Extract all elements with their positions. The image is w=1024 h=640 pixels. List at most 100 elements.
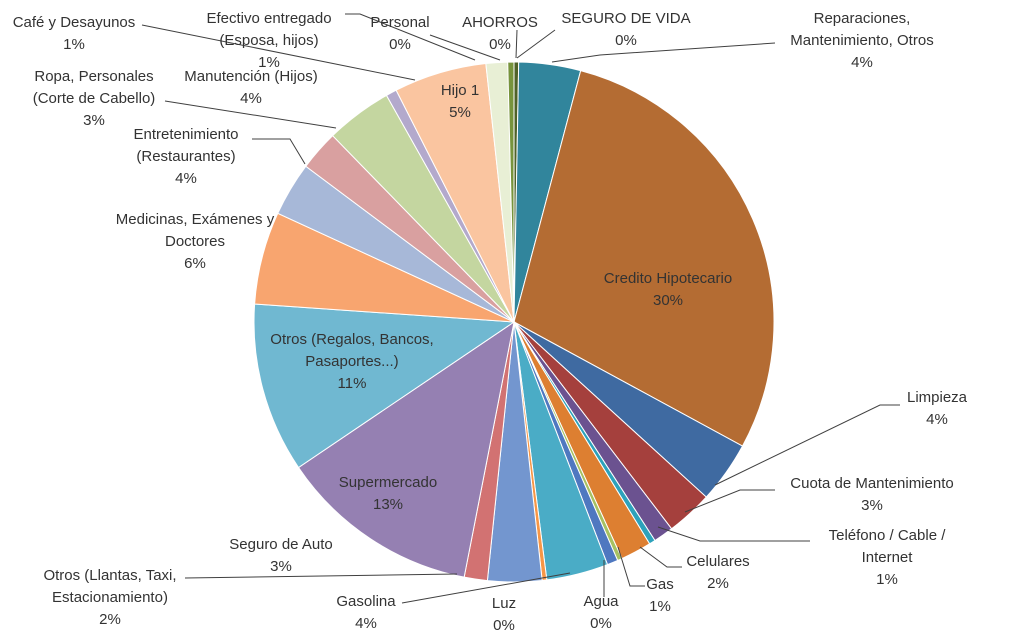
slice-label: Agua 0% (583, 593, 619, 632)
slice-label: SEGURO DE VIDA 0% (561, 10, 690, 49)
pie-slices (253, 61, 775, 583)
leader-line (639, 546, 682, 568)
slice-percent: 4% (175, 170, 197, 187)
slice-label-line: (Restaurantes) (136, 148, 235, 165)
slice-percent: 3% (861, 497, 883, 514)
slice-label-line: Efectivo entregado (206, 10, 331, 27)
slice-label-line: SEGURO DE VIDA (561, 10, 690, 27)
slice-percent: 0% (615, 32, 637, 49)
leader-line (252, 138, 306, 165)
slice-label: Gas 1% (646, 576, 674, 615)
slice-label-line: Medicinas, Exámenes y (116, 211, 275, 228)
slice-percent: 13% (373, 496, 403, 513)
slice-label-line: Manutención (Hijos) (184, 68, 317, 85)
slice-label: Reparaciones, Mantenimiento, Otros 4% (790, 10, 933, 71)
slice-percent: 0% (389, 36, 411, 53)
slice-label: AHORROS 0% (462, 14, 538, 53)
leader-line (714, 404, 900, 486)
slice-percent: 4% (240, 90, 262, 107)
slice-label: Ropa, Personales (Corte de Cabello) 3% (33, 68, 156, 129)
slice-percent: 2% (707, 575, 729, 592)
slice-percent: 1% (258, 54, 280, 71)
slice-label-line: AHORROS (462, 14, 538, 31)
leader-line (657, 526, 810, 542)
slice-percent: 1% (649, 598, 671, 615)
pie-slice (297, 320, 515, 578)
leader-lines (141, 13, 900, 604)
slice-percent: 0% (590, 615, 612, 632)
slice-label-line: Pasaportes...) (305, 353, 398, 370)
slice-percent: 1% (63, 36, 85, 53)
slice-percent: 11% (338, 375, 367, 392)
slice-label-line: Café y Desayunos (13, 14, 136, 31)
slice-label-line: Doctores (165, 233, 225, 250)
slice-label-line: Personal (370, 14, 429, 31)
slice-label: Luz 0% (492, 595, 516, 634)
slice-label: Hijo 1 5% (441, 82, 479, 121)
slice-label-line: Seguro de Auto (229, 536, 332, 553)
slice-percent: 1% (876, 571, 898, 588)
leader-line (429, 34, 501, 61)
leader-line (184, 573, 458, 579)
slice-label: Cuota de Mantenimiento 3% (790, 475, 953, 514)
slice-label-line: Agua (583, 593, 619, 610)
slice-labels: SEGURO DE VIDA 0% Reparaciones, Mantenimien… (13, 10, 968, 634)
slice-percent: 30% (653, 292, 683, 309)
slice-label: Supermercado 13% (339, 474, 437, 513)
slice-label: Café y Desayunos 1% (13, 14, 136, 53)
slice-label: Seguro de Auto 3% (229, 536, 332, 575)
slice-label-line: Teléfono / Cable / (829, 527, 947, 544)
slice-label: Limpieza 4% (907, 389, 968, 428)
slice-percent: 2% (99, 611, 121, 628)
leader-line (617, 546, 645, 587)
pie-slice (253, 303, 516, 469)
slice-percent: 3% (270, 558, 292, 575)
slice-label-line: Luz (492, 595, 516, 612)
slice-label: Credito Hipotecario 30% (604, 270, 732, 309)
slice-percent: 0% (493, 617, 515, 634)
slice-label-line: Otros (Llantas, Taxi, (43, 567, 176, 584)
slice-label-line: Limpieza (907, 389, 968, 406)
leader-line (551, 42, 776, 63)
slice-label-line: Celulares (686, 553, 749, 570)
slice-label-line: Mantenimiento, Otros (790, 32, 933, 49)
slice-percent: 3% (83, 112, 105, 129)
slice-label: Personal 0% (370, 14, 429, 53)
slice-label: Efectivo entregado (Esposa, hijos) 1% (206, 10, 331, 71)
slice-label-line: Otros (Regalos, Bancos, (270, 331, 433, 348)
slice-percent: 4% (851, 54, 873, 71)
slice-label-line: Credito Hipotecario (604, 270, 732, 287)
slice-label: Entretenimiento (Restaurantes) 4% (133, 126, 238, 187)
leader-line (684, 489, 775, 513)
leader-line (516, 29, 556, 59)
slice-label-line: Gas (646, 576, 674, 593)
slice-label: Celulares 2% (686, 553, 749, 592)
slice-label: Gasolina 4% (336, 593, 396, 632)
slice-percent: 6% (184, 255, 206, 272)
slice-label: Manutención (Hijos) 4% (184, 68, 317, 107)
slice-label-line: Internet (862, 549, 914, 566)
pie-slice (513, 70, 775, 447)
slice-label-line: Supermercado (339, 474, 437, 491)
leader-line (515, 29, 518, 59)
slice-label: Medicinas, Exámenes y Doctores 6% (116, 211, 275, 272)
slice-label-line: Gasolina (336, 593, 396, 610)
slice-label-line: (Esposa, hijos) (219, 32, 318, 49)
slice-percent: 5% (449, 104, 471, 121)
slice-label: Otros (Regalos, Bancos, Pasaportes...) 11% (270, 331, 433, 392)
slice-percent: 0% (489, 36, 511, 53)
slice-label-line: Cuota de Mantenimiento (790, 475, 953, 492)
slice-label-line: Hijo 1 (441, 82, 479, 99)
slice-label-line: Ropa, Personales (34, 68, 153, 85)
slice-label: Teléfono / Cable / Internet 1% (829, 527, 947, 588)
pie-slice (507, 61, 515, 323)
slice-label: Otros (Llantas, Taxi, Estacionamiento) 2% (43, 567, 176, 628)
slice-label-line: (Corte de Cabello) (33, 90, 156, 107)
leader-line (164, 100, 337, 129)
leader-line (345, 13, 476, 61)
slice-label-line: Entretenimiento (133, 126, 238, 143)
slice-percent: 4% (355, 615, 377, 632)
slice-label-line: Reparaciones, (814, 10, 911, 27)
leader-line (141, 24, 416, 81)
